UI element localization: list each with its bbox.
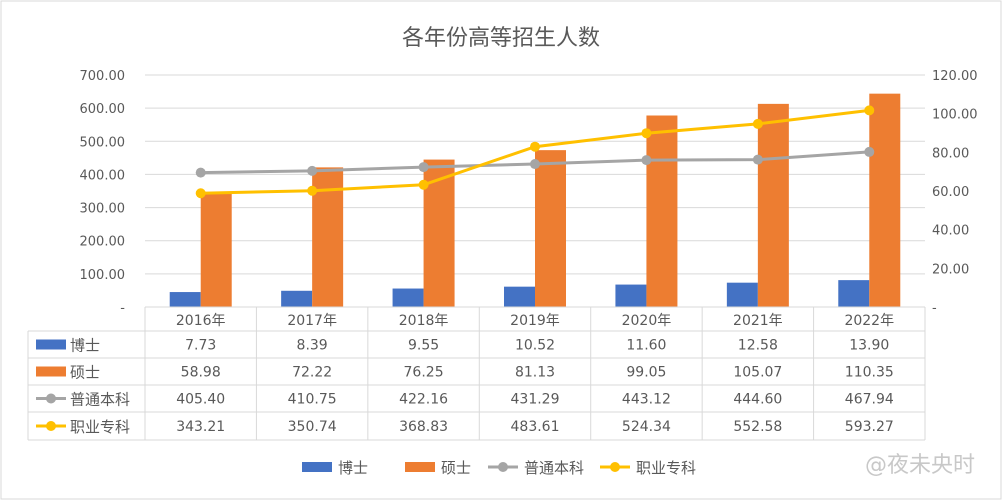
legend-key-博士 xyxy=(302,462,332,472)
right-axis-tick-label: 120.00 xyxy=(932,69,978,84)
table-row-label: 职业专科 xyxy=(70,418,130,436)
right-axis-tick-label: 40.00 xyxy=(932,224,969,239)
table-cell: 81.13 xyxy=(515,365,555,381)
table-cell: 76.25 xyxy=(404,365,444,381)
bar-博士 xyxy=(169,292,201,307)
right-axis-tick-label: 80.00 xyxy=(932,146,969,161)
legend-key-marker xyxy=(46,421,56,431)
right-axis-tick-label: 60.00 xyxy=(932,185,969,200)
legend-key-博士 xyxy=(36,339,66,350)
table-cell: 368.83 xyxy=(399,419,448,435)
point-普通本科 xyxy=(307,165,318,176)
table-cell: 11.60 xyxy=(626,338,666,354)
bar-硕士 xyxy=(535,150,566,307)
table-cell: 444.60 xyxy=(733,392,782,408)
legend-label: 硕士 xyxy=(441,459,471,477)
category-label: 2016年 xyxy=(176,313,226,329)
point-职业专科 xyxy=(752,118,763,129)
bar-硕士 xyxy=(869,93,901,307)
chart-title: 各年份高等招生人数 xyxy=(402,26,600,51)
legend-key-硕士 xyxy=(36,366,66,377)
left-axis-tick-label: 200.00 xyxy=(80,235,126,250)
bar-博士 xyxy=(838,280,870,307)
bar-硕士 xyxy=(646,115,678,308)
point-职业专科 xyxy=(641,128,652,139)
legend-label: 职业专科 xyxy=(636,459,696,477)
table-cell: 9.55 xyxy=(408,338,439,354)
table-cell: 443.12 xyxy=(622,392,671,408)
right-axis-tick-label: 20.00 xyxy=(932,262,969,277)
legend-label: 普通本科 xyxy=(524,459,584,477)
legend-key-marker xyxy=(610,462,620,472)
right-axis-tick-label: - xyxy=(932,301,937,316)
left-axis-tick-label: 300.00 xyxy=(80,202,126,217)
bar-硕士 xyxy=(200,192,232,307)
legend-label: 博士 xyxy=(338,459,368,477)
point-普通本科 xyxy=(530,159,540,170)
table-cell: 552.58 xyxy=(733,419,782,435)
right-axis-tick-label: 100.00 xyxy=(932,108,978,123)
point-普通本科 xyxy=(864,146,875,157)
category-label: 2021年 xyxy=(733,313,783,329)
bar-博士 xyxy=(726,282,758,307)
left-axis-tick-label: 600.00 xyxy=(80,102,126,117)
point-职业专科 xyxy=(864,105,875,116)
watermark: @夜未央时 xyxy=(865,453,975,478)
bar-硕士 xyxy=(757,103,789,307)
legend-key-硕士 xyxy=(405,462,435,472)
point-普通本科 xyxy=(641,155,652,166)
legend-key-marker xyxy=(46,393,56,404)
table-cell: 8.39 xyxy=(297,338,328,354)
table-cell: 7.73 xyxy=(185,338,216,354)
left-axis-tick-label: 700.00 xyxy=(80,69,126,84)
table-cell: 422.16 xyxy=(399,392,448,408)
bar-博士 xyxy=(504,286,535,307)
point-普通本科 xyxy=(195,167,206,178)
table-cell: 483.61 xyxy=(511,419,560,435)
table-row-label: 普通本科 xyxy=(70,391,130,409)
table-cell: 72.22 xyxy=(292,365,332,381)
table-cell: 431.29 xyxy=(511,392,560,408)
table-cell: 405.40 xyxy=(176,392,225,408)
table-cell: 467.94 xyxy=(845,392,894,408)
table-cell: 99.05 xyxy=(626,365,666,381)
table-row-label: 博士 xyxy=(70,337,100,355)
table-cell: 410.75 xyxy=(288,392,337,408)
table-cell: 593.27 xyxy=(845,419,894,435)
table-cell: 12.58 xyxy=(738,338,778,354)
bar-博士 xyxy=(392,288,424,307)
category-label: 2022年 xyxy=(844,313,894,329)
category-label: 2017年 xyxy=(287,313,337,329)
category-label: 2020年 xyxy=(622,313,672,329)
left-axis-tick-label: 400.00 xyxy=(80,168,126,183)
point-普通本科 xyxy=(418,162,429,173)
table-cell: 10.52 xyxy=(515,338,555,354)
left-axis-tick-label: - xyxy=(120,301,125,316)
point-普通本科 xyxy=(752,154,763,165)
left-axis-tick-label: 500.00 xyxy=(80,135,126,150)
category-label: 2019年 xyxy=(510,313,560,329)
point-职业专科 xyxy=(530,141,540,152)
category-label: 2018年 xyxy=(399,313,449,329)
table-cell: 343.21 xyxy=(176,419,225,435)
legend-key-marker xyxy=(498,462,508,472)
point-职业专科 xyxy=(418,179,429,190)
point-职业专科 xyxy=(195,188,206,199)
table-cell: 105.07 xyxy=(733,365,782,381)
table-cell: 350.74 xyxy=(288,419,337,435)
table-cell: 110.35 xyxy=(845,365,894,381)
table-cell: 524.34 xyxy=(622,419,671,435)
bar-博士 xyxy=(281,290,313,307)
bar-博士 xyxy=(615,284,647,307)
point-职业专科 xyxy=(307,185,318,196)
table-cell: 13.90 xyxy=(849,338,889,354)
left-axis-tick-label: 100.00 xyxy=(80,268,126,283)
table-cell: 58.98 xyxy=(181,365,221,381)
table-row-label: 硕士 xyxy=(70,364,100,382)
